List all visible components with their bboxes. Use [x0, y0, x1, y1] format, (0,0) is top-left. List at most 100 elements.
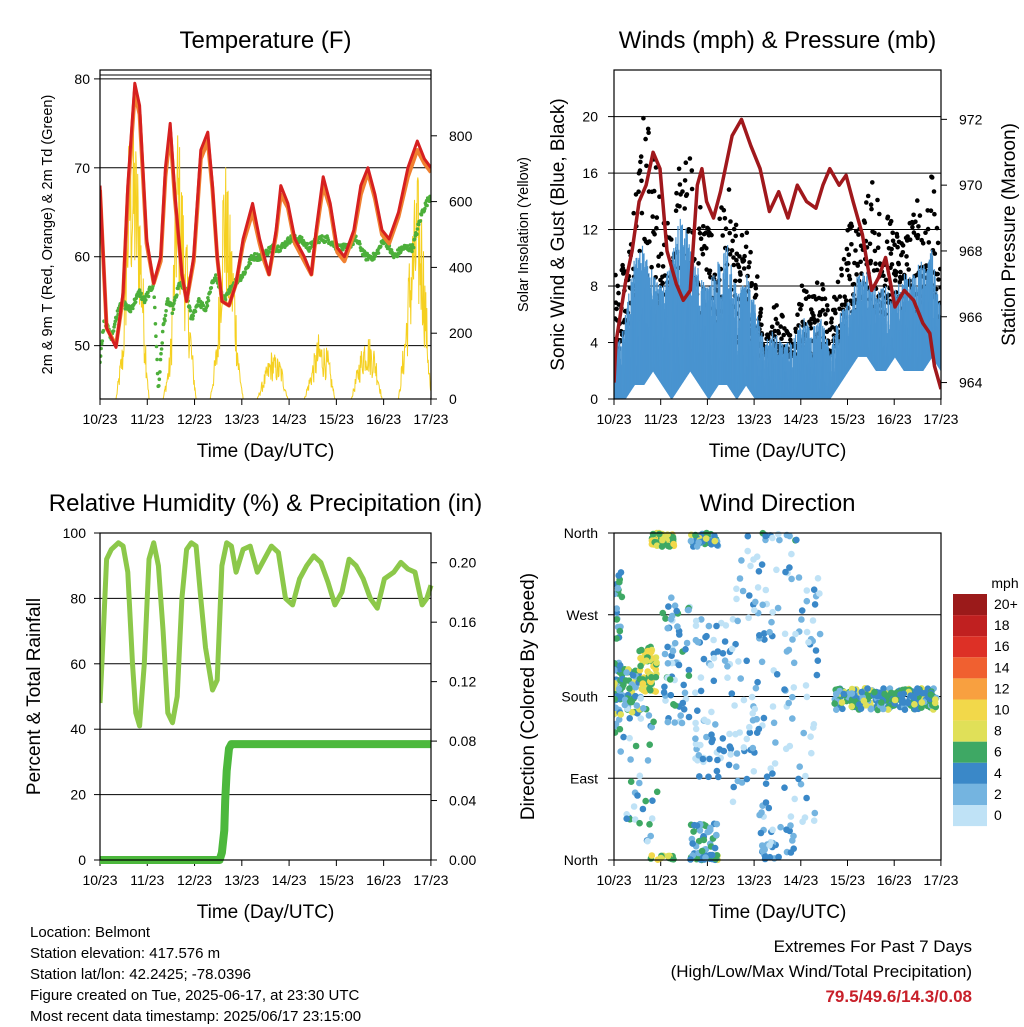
y2-tick-label: 800: [449, 128, 473, 144]
dewpoint-point: [155, 358, 159, 362]
gust-point: [839, 267, 844, 272]
gust-point: [745, 274, 750, 279]
gust-point: [660, 281, 665, 286]
wind-direction-point: [703, 535, 710, 542]
wind-direction-point: [680, 682, 687, 689]
gust-point: [890, 231, 895, 236]
gust-point: [820, 282, 825, 287]
gust-point: [894, 270, 899, 275]
wind-direction-point: [712, 538, 719, 545]
gust-point: [717, 217, 722, 222]
x-tick-label: 12/23: [177, 411, 212, 427]
wind-direction-point: [649, 797, 656, 804]
dewpoint-point: [160, 341, 164, 345]
wind-direction-point: [724, 674, 731, 681]
gust-point: [866, 194, 871, 199]
dewpoint-point: [160, 347, 164, 351]
dewpoint-point: [188, 306, 192, 310]
y-tick-label: 80: [74, 71, 90, 87]
gust-point: [631, 211, 636, 216]
gust-point: [798, 307, 803, 312]
gust-point: [855, 263, 860, 268]
dewpoint-point: [189, 309, 193, 313]
x-tick-label: 17/23: [413, 872, 448, 888]
dewpoint-point: [191, 317, 195, 321]
wind-direction-point: [665, 719, 672, 726]
wind-direction-point: [646, 821, 653, 828]
gust-point: [901, 250, 906, 255]
wind-direction-point: [729, 690, 736, 697]
dewpoint-point: [154, 322, 158, 326]
gust-point: [755, 274, 760, 279]
dewpoint-point: [341, 248, 345, 252]
wind-direction-point: [670, 541, 677, 548]
x-tick-label: 17/23: [923, 411, 958, 427]
chart-title: Wind Direction: [699, 490, 855, 517]
x-tick-label: 13/23: [737, 872, 772, 888]
gust-point: [688, 156, 693, 161]
gust-point: [616, 291, 621, 296]
wind-direction-point: [650, 719, 657, 726]
gust-point: [833, 311, 838, 316]
gust-point: [938, 267, 943, 272]
gust-point: [638, 160, 643, 165]
wind-direction-point: [648, 674, 655, 681]
precipitation-line: [100, 744, 431, 860]
gust-point: [821, 287, 826, 292]
x-tick-label: 17/23: [923, 872, 958, 888]
gust-point: [873, 261, 878, 266]
gust-point: [730, 239, 735, 244]
x-tick-label: 14/23: [272, 872, 307, 888]
gust-point: [915, 198, 920, 203]
wind-direction-point: [679, 720, 686, 727]
y2-tick-label: 966: [959, 309, 983, 325]
x-tick-label: 15/23: [319, 872, 354, 888]
dewpoint-point: [139, 292, 143, 296]
gust-point: [932, 212, 937, 217]
gust-point: [869, 207, 874, 212]
gust-point: [654, 226, 659, 231]
gust-point: [684, 160, 689, 165]
wind-direction-point: [676, 662, 683, 669]
gust-point: [683, 178, 688, 183]
dewpoint-point: [112, 329, 116, 333]
gust-point: [659, 252, 664, 257]
wind-direction-point: [721, 748, 728, 755]
temp-9m-line: [100, 92, 431, 345]
dewpoint-point: [415, 232, 419, 236]
y2-tick-label: 0.04: [449, 793, 476, 809]
wind-direction-point: [665, 603, 672, 610]
wind-direction-point: [638, 715, 645, 722]
wind-direction-point: [754, 679, 761, 686]
temperature-panel: Temperature (F)Time (Day/UTC)2m & 9m T (…: [40, 27, 532, 462]
wind-direction-point: [692, 720, 699, 727]
wind-direction-point: [640, 680, 647, 687]
gust-point: [889, 247, 894, 252]
gust-point: [727, 187, 732, 192]
dewpoint-point: [249, 262, 253, 266]
gust-point: [742, 258, 747, 263]
wind-direction-point: [664, 644, 671, 651]
gust-point: [745, 230, 750, 235]
gust-point: [780, 314, 785, 319]
wind-direction-point: [659, 543, 666, 550]
gust-point: [932, 189, 937, 194]
wind-direction-point: [696, 773, 703, 780]
y-tick-label: South: [561, 689, 598, 705]
gust-point: [754, 286, 759, 291]
gust-point: [724, 226, 729, 231]
gust-point: [788, 333, 793, 338]
y2-tick-label: 0.20: [449, 555, 476, 571]
gust-point: [836, 280, 841, 285]
dewpoint-point: [129, 310, 133, 314]
x-tick-label: 15/23: [830, 411, 865, 427]
wind-direction-point: [628, 778, 635, 785]
y-tick-label: 40: [70, 721, 86, 737]
gust-point: [889, 219, 894, 224]
wind-direction-point: [612, 705, 619, 712]
x-axis-label: Time (Day/UTC): [709, 441, 847, 462]
gust-point: [685, 192, 690, 197]
gust-point: [661, 264, 666, 269]
dewpoint-point: [377, 251, 381, 255]
gust-point: [677, 167, 682, 172]
